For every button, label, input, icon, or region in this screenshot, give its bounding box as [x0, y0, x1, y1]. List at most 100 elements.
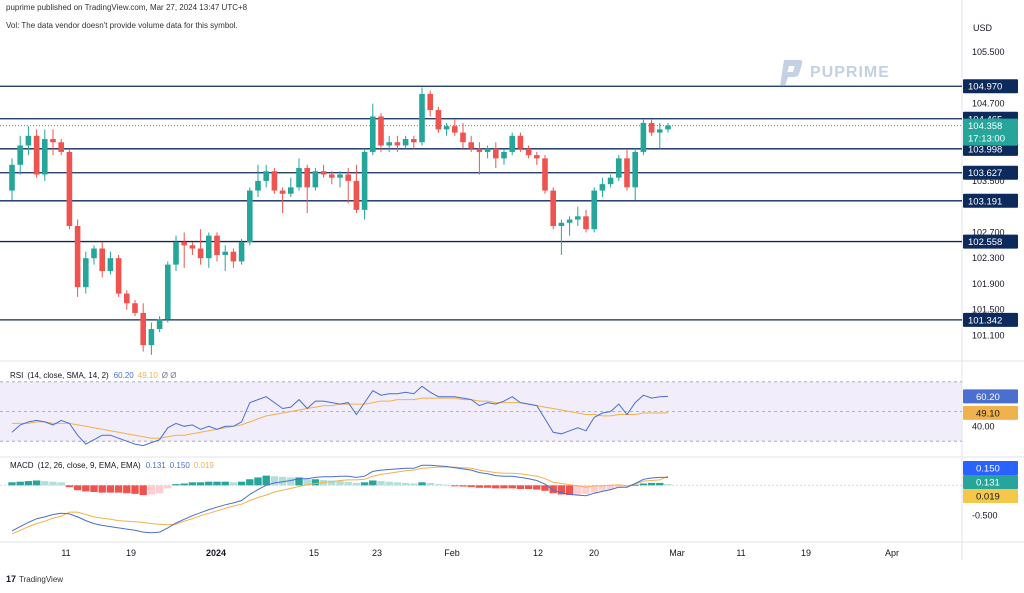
price-tick-label: 105.500: [972, 47, 1005, 57]
candle-body: [42, 139, 48, 175]
macd-histogram-bar: [434, 484, 443, 486]
macd-histogram-bar: [164, 485, 172, 489]
rsi-legend-ma-value: 49.10: [138, 371, 159, 380]
candle-body: [361, 151, 368, 210]
macd-histogram-bar: [188, 482, 197, 486]
rsi-axis-label: 40.00: [972, 421, 995, 431]
macd-histogram-bar: [393, 482, 402, 486]
macd-histogram-bar: [16, 481, 24, 486]
candle-body: [296, 168, 302, 188]
candle-body: [148, 329, 155, 346]
candle-body: [238, 242, 245, 262]
macd-histogram-bar: [451, 485, 459, 487]
candle-body: [320, 171, 327, 175]
macd-histogram-bar: [377, 481, 385, 486]
candle-body: [607, 177, 614, 185]
candle-body: [91, 248, 97, 259]
candle-body: [25, 135, 32, 146]
macd-histogram-bar: [213, 481, 221, 486]
time-tick-label: 19: [801, 548, 811, 558]
macd-histogram-bar: [565, 485, 574, 496]
candle-body: [599, 184, 606, 191]
candle-body: [99, 248, 105, 272]
macd-histogram-bar: [549, 485, 557, 494]
macd-histogram-bar: [262, 475, 270, 486]
candle-body: [189, 245, 196, 249]
candle-body: [460, 132, 466, 143]
macd-histogram-bar: [410, 483, 418, 486]
macd-histogram-bar: [516, 485, 525, 489]
price-tick-label: 104.700: [972, 99, 1005, 109]
time-tick-label: 12: [533, 548, 543, 558]
macd-histogram-bar: [574, 485, 582, 495]
macd-legend-signal: 0.150: [170, 461, 191, 470]
macd-histogram-bar: [24, 481, 33, 486]
candle-body: [468, 142, 474, 149]
price-tick-label: 103.500: [972, 176, 1005, 186]
level-price-label: 102.558: [968, 237, 1002, 248]
macd-histogram-bar: [254, 477, 262, 486]
level-price-badge: [963, 312, 1018, 327]
macd-histogram-bar: [295, 477, 303, 486]
candle-body: [443, 126, 450, 130]
rsi-value-badge: [963, 389, 1018, 404]
candle-body: [648, 122, 655, 133]
macd-histogram-bar: [418, 482, 426, 486]
macd-histogram-bar: [615, 485, 623, 488]
macd-histogram-bar: [508, 485, 516, 489]
candle-body: [115, 258, 122, 294]
candle-body: [279, 190, 286, 194]
candle-body: [386, 142, 392, 146]
candle-body: [534, 155, 540, 159]
candle-body: [329, 174, 335, 178]
macd-histogram-bar: [303, 479, 311, 486]
candle-body: [427, 93, 433, 111]
candle-body: [558, 222, 565, 226]
rsi-value-label: 60.20: [976, 392, 1000, 403]
macd-histogram-bar: [32, 480, 41, 486]
candle-body: [206, 235, 212, 259]
rsi-legend-name: RSI: [10, 371, 23, 380]
macd-histogram-bar: [270, 476, 279, 486]
macd-histogram-bar: [385, 481, 393, 486]
candle-body: [525, 148, 532, 156]
candle-body: [337, 174, 343, 178]
macd-value-label: 0.131: [976, 478, 1000, 489]
macd-histogram-bar: [90, 485, 98, 493]
macd-histogram-bar: [656, 482, 664, 486]
candle-body: [345, 174, 351, 181]
candle-body: [255, 180, 261, 191]
candle-body: [517, 135, 524, 149]
watermark: PUPRIME: [778, 58, 890, 88]
candle-body: [132, 303, 138, 313]
macd-histogram-bar: [73, 485, 82, 491]
macd-histogram-bar: [524, 485, 533, 489]
candle-body: [501, 151, 507, 159]
macd-histogram-bar: [426, 482, 434, 486]
level-price-badge: [963, 234, 1018, 249]
candle-body: [419, 93, 425, 143]
macd-histogram-bar: [360, 482, 369, 486]
macd-axis-label: -0.500: [972, 511, 998, 521]
candle-body: [402, 139, 409, 146]
macd-histogram-bar: [369, 480, 377, 486]
macd-histogram-bar: [557, 485, 566, 495]
macd-histogram-bar: [114, 485, 123, 493]
tradingview-logo-icon: 17: [6, 574, 17, 584]
rsi-legend-extra: Ø Ø: [162, 371, 177, 380]
rsi-legend-params: (14, close, SMA, 14, 2): [27, 371, 109, 380]
macd-histogram-bar: [82, 485, 90, 492]
macd-histogram-bar: [246, 479, 254, 486]
candle-body: [452, 126, 458, 133]
macd-histogram-bar: [123, 485, 131, 494]
time-tick-label: 20: [589, 548, 599, 558]
candle-body: [575, 216, 581, 220]
candle-body: [107, 258, 114, 272]
macd-histogram-bar: [57, 482, 65, 486]
macd-line: [11, 464, 668, 534]
time-tick-label: 2024: [206, 548, 226, 558]
candle-body: [394, 142, 401, 146]
volume-note: Vol: The data vendor doesn't provide vol…: [6, 21, 238, 30]
time-tick-label: 15: [309, 548, 319, 558]
